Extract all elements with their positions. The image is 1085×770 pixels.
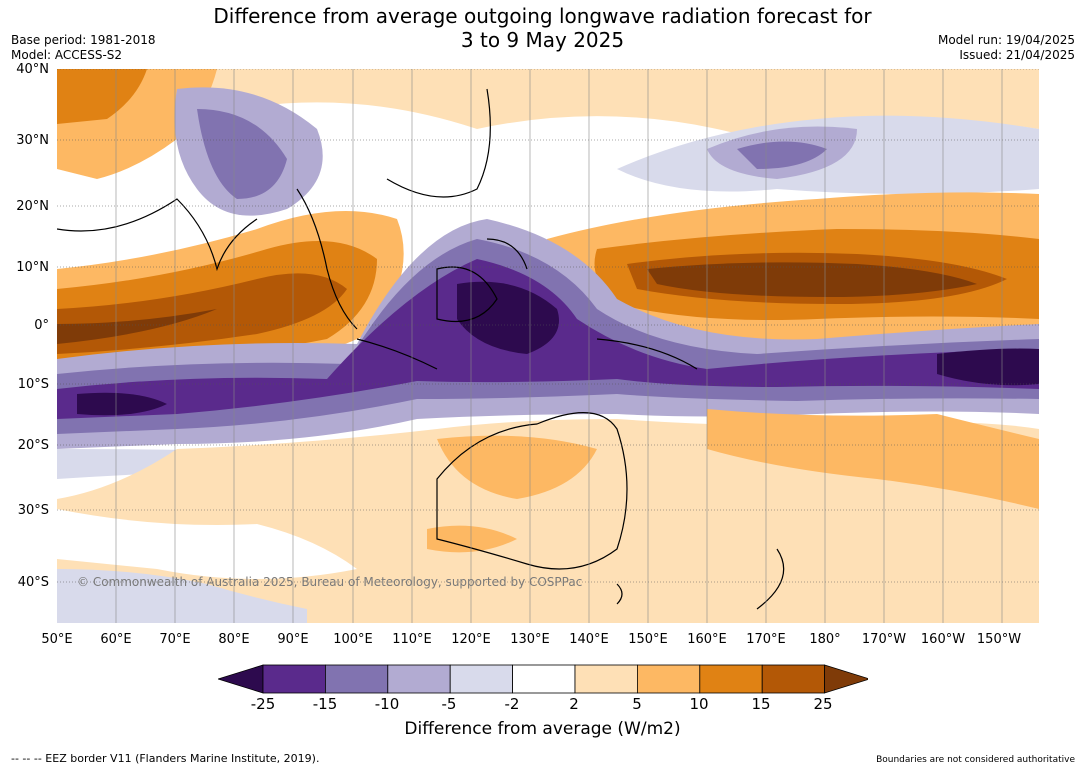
colorbar-cell bbox=[387, 664, 451, 694]
lon-label-130e: 130°E bbox=[510, 632, 550, 647]
lon-label-70e: 70°E bbox=[159, 632, 191, 647]
anomaly-south-indian-neutral bbox=[57, 509, 357, 579]
lon-label-160w: 160°W bbox=[920, 632, 966, 647]
model-name: Model: ACCESS-S2 bbox=[11, 48, 123, 62]
colorbar-tick-2: 2 bbox=[569, 695, 579, 713]
colorbar-tick-5: 5 bbox=[632, 695, 642, 713]
lon-label-60e: 60°E bbox=[100, 632, 132, 647]
lat-label-10n: 10°N bbox=[16, 260, 49, 275]
coast-china bbox=[386, 88, 491, 198]
colorbar-cell bbox=[761, 664, 826, 694]
anomaly-tibet-darkpurple bbox=[197, 109, 287, 199]
colorbar-cell bbox=[262, 664, 326, 694]
lon-label-150e: 150°E bbox=[628, 632, 668, 647]
colorbar-cell bbox=[512, 664, 576, 694]
lat-label-40s: 40°S bbox=[17, 575, 49, 590]
coast-australia bbox=[436, 412, 628, 570]
model-info: Base period: 1981-2018 Model: ACCESS-S2 bbox=[11, 33, 156, 63]
lat-label-20n: 20°N bbox=[16, 199, 49, 214]
lon-label-90e: 90°E bbox=[277, 632, 309, 647]
colorbar-cell bbox=[699, 664, 763, 694]
lon-label-160e: 160°E bbox=[687, 632, 727, 647]
lat-label-20s: 20°S bbox=[17, 438, 49, 453]
coastlines bbox=[57, 88, 785, 610]
lon-label-100e: 100°E bbox=[333, 632, 373, 647]
anomaly-nw-australia-orange bbox=[437, 435, 597, 499]
colorbar-extend-high bbox=[824, 664, 868, 694]
coast-new-zealand bbox=[756, 548, 785, 610]
anomaly-sio-deepest bbox=[77, 392, 167, 416]
lat-label-30n: 30°N bbox=[16, 133, 49, 148]
colorbar-tick-25: 25 bbox=[813, 695, 833, 713]
coast-indochina bbox=[296, 188, 358, 330]
eez-legend: -- -- -- EEZ border V11 (Flanders Marine… bbox=[11, 752, 320, 765]
colorbar-extend-low bbox=[218, 664, 264, 694]
lat-label-10s: 10°S bbox=[17, 377, 49, 392]
title-line-1: Difference from average outgoing longwav… bbox=[213, 4, 872, 28]
colorbar-label: Difference from average (W/m2) bbox=[404, 719, 681, 739]
anomaly-sw-australia-orange bbox=[427, 525, 517, 553]
anomaly-npacific-darkpurple bbox=[737, 141, 827, 169]
coast-new-guinea bbox=[596, 338, 698, 370]
map-panel bbox=[57, 69, 1039, 623]
colorbar-cell bbox=[325, 664, 389, 694]
lon-label-140e: 140°E bbox=[569, 632, 609, 647]
model-run: Model run: 19/04/2025 bbox=[937, 33, 1075, 47]
colorbar-cells bbox=[218, 664, 868, 694]
colorbar-cell bbox=[449, 664, 513, 694]
anomaly-wpacific-darkbrown bbox=[647, 262, 977, 297]
anomaly-coralsea-orange bbox=[707, 409, 1039, 509]
colorbar-tick-minus10: -10 bbox=[374, 695, 400, 713]
issued-date: Issued: 21/04/2025 bbox=[959, 48, 1075, 62]
base-period: Base period: 1981-2018 bbox=[11, 33, 156, 47]
lon-label-180: 180° bbox=[809, 632, 841, 647]
coast-sumatra bbox=[356, 338, 438, 370]
lat-label-30s: 30°S bbox=[17, 503, 49, 518]
colorbar-tick-10: 10 bbox=[689, 695, 709, 713]
anomaly-indian-darkbrown bbox=[57, 309, 217, 344]
olr-anomaly-map bbox=[57, 69, 1039, 623]
colorbar-tick-minus5: -5 bbox=[441, 695, 457, 713]
lon-label-110e: 110°E bbox=[392, 632, 432, 647]
lon-label-150w: 150°W bbox=[976, 632, 1022, 647]
lat-label-40n: 40°N bbox=[16, 62, 49, 77]
anomaly-southwest-lightpurple bbox=[57, 569, 307, 623]
run-info: Model run: 19/04/2025 Issued: 21/04/2025 bbox=[938, 33, 1075, 63]
anomaly-borneo-deepest bbox=[457, 281, 559, 354]
anomaly-india-darkorange bbox=[57, 69, 147, 124]
copyright-notice: © Commonwealth of Australia 2025, Bureau… bbox=[77, 575, 583, 589]
anomaly-north-orange bbox=[57, 69, 1039, 139]
colorbar-cell bbox=[574, 664, 638, 694]
colorbar-tick-minus2: -2 bbox=[504, 695, 520, 713]
coast-tasmania bbox=[616, 583, 623, 605]
colorbar bbox=[218, 664, 868, 694]
coast-india bbox=[57, 198, 258, 272]
colorbar-tick-15: 15 bbox=[751, 695, 771, 713]
coast-borneo bbox=[436, 266, 498, 323]
title-line-2: 3 to 9 May 2025 bbox=[460, 28, 625, 52]
colorbar-tick-minus25: -25 bbox=[250, 695, 276, 713]
lon-label-170e: 170°E bbox=[746, 632, 786, 647]
colorbar-tick-minus15: -15 bbox=[312, 695, 338, 713]
lon-label-50e: 50°E bbox=[41, 632, 73, 647]
anomaly-spacific-deepest bbox=[937, 348, 1039, 386]
map-title: Difference from average outgoing longwav… bbox=[0, 4, 1085, 52]
boundary-note: Boundaries are not considered authoritat… bbox=[876, 755, 1075, 765]
meridians bbox=[115, 69, 1003, 623]
lon-label-80e: 80°E bbox=[218, 632, 250, 647]
lon-label-170w: 170°W bbox=[861, 632, 907, 647]
coast-philippines bbox=[486, 238, 528, 270]
colorbar-cell bbox=[636, 664, 701, 694]
lon-label-120e: 120°E bbox=[451, 632, 491, 647]
lat-label-equator: 0° bbox=[34, 318, 49, 333]
